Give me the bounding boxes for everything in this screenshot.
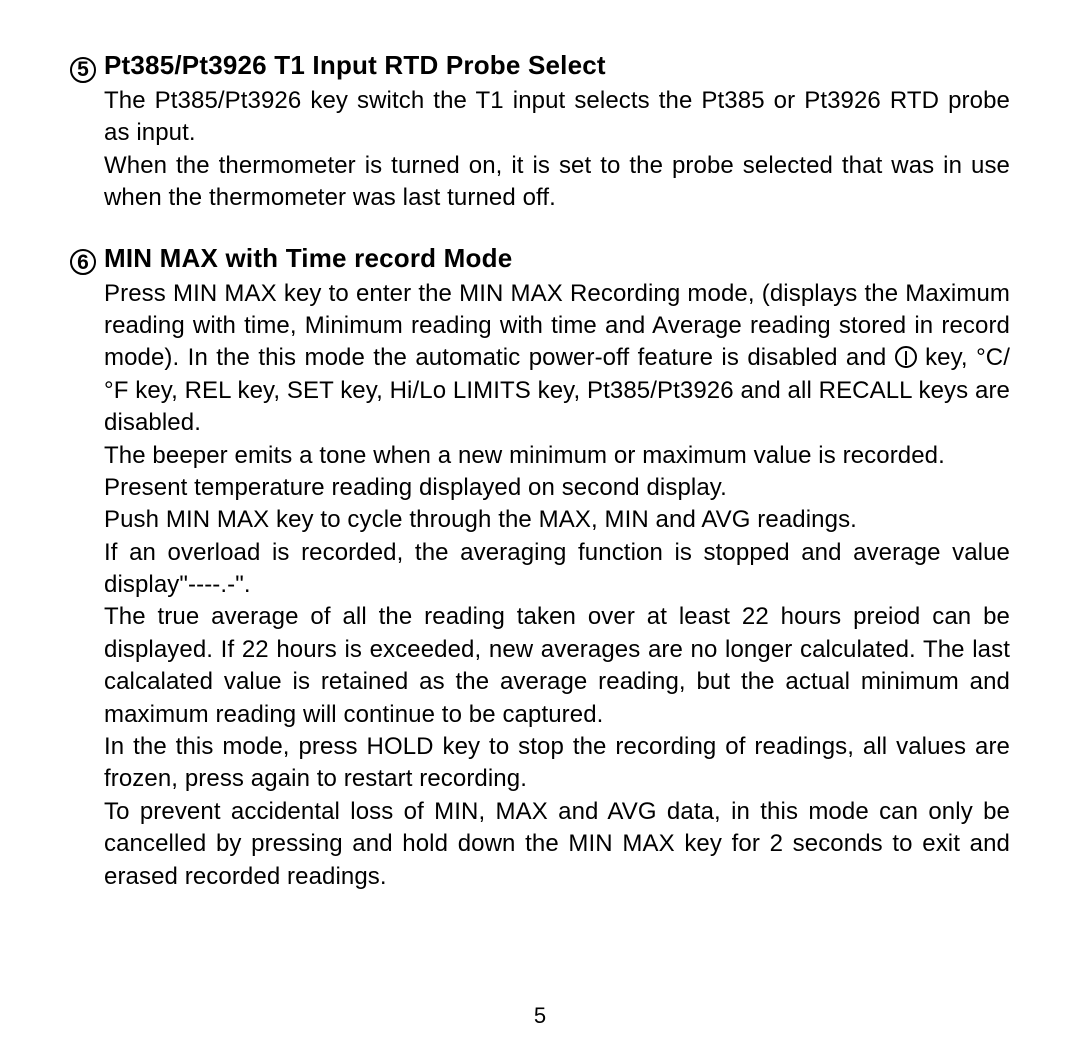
body-paragraph: If an overload is recorded, the averagin… — [104, 537, 1010, 602]
body-paragraph: The beeper emits a tone when a new minim… — [104, 440, 1010, 472]
section-body: Press MIN MAX key to enter the MIN MAX R… — [104, 278, 1010, 893]
body-paragraph: Press MIN MAX key to enter the MIN MAX R… — [104, 278, 1010, 440]
circled-number-icon: 6 — [70, 249, 96, 275]
section-body: The Pt385/Pt3926 key switch the T1 input… — [104, 85, 1010, 215]
body-paragraph: When the thermometer is turned on, it is… — [104, 150, 1010, 215]
section-heading: 6 MIN MAX with Time record Mode — [70, 243, 1010, 274]
power-icon — [895, 346, 917, 368]
section-title: Pt385/Pt3926 T1 Input RTD Probe Select — [104, 50, 606, 81]
section-title: MIN MAX with Time record Mode — [104, 243, 512, 274]
body-paragraph: In the this mode, press HOLD key to stop… — [104, 731, 1010, 796]
body-paragraph: To prevent accidental loss of MIN, MAX a… — [104, 796, 1010, 893]
body-paragraph: The true average of all the reading take… — [104, 601, 1010, 731]
body-paragraph: Present temperature reading displayed on… — [104, 472, 1010, 504]
page-number: 5 — [0, 1003, 1080, 1029]
section: 5 Pt385/Pt3926 T1 Input RTD Probe Select T… — [70, 50, 1010, 215]
body-paragraph: Push MIN MAX key to cycle through the MA… — [104, 504, 1010, 536]
section-heading: 5 Pt385/Pt3926 T1 Input RTD Probe Select — [70, 50, 1010, 81]
section: 6 MIN MAX with Time record Mode Press MIN … — [70, 243, 1010, 893]
circled-number-icon: 5 — [70, 57, 96, 83]
body-paragraph: The Pt385/Pt3926 key switch the T1 input… — [104, 85, 1010, 150]
